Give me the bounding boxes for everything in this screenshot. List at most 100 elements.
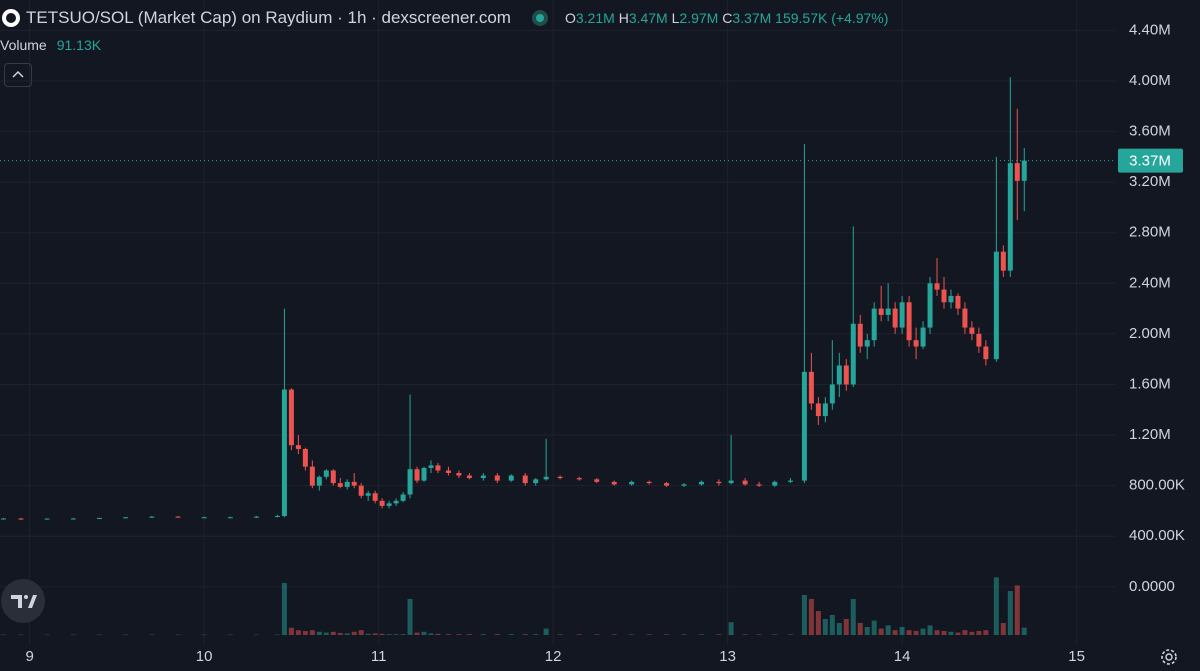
volume-bar bbox=[1014, 585, 1020, 635]
candle-body bbox=[976, 333, 982, 347]
candle-body bbox=[309, 466, 315, 486]
volume-bar bbox=[281, 583, 287, 635]
candle-body bbox=[829, 384, 835, 404]
candle-body bbox=[993, 251, 999, 360]
header: TETSUO/SOL (Market Cap) on Raydium · 1h … bbox=[0, 6, 888, 30]
candle-body bbox=[533, 479, 539, 484]
status-dot bbox=[531, 10, 548, 26]
volume-bar bbox=[428, 633, 434, 635]
volume-bar bbox=[756, 634, 762, 635]
x-tick-label: 11 bbox=[371, 648, 387, 665]
candle-body bbox=[435, 465, 441, 471]
candle-body bbox=[756, 484, 762, 486]
candle-body bbox=[372, 493, 378, 501]
y-tick-label: 400.00K bbox=[1129, 527, 1185, 544]
volume-bar bbox=[864, 627, 870, 635]
tv-logo bbox=[1, 579, 45, 623]
candle-body bbox=[494, 475, 500, 481]
volume-bar bbox=[44, 634, 50, 636]
volume-bar bbox=[543, 628, 549, 635]
candle-body bbox=[815, 403, 821, 417]
y-tick-label: 1.60M bbox=[1129, 375, 1171, 392]
volume-bar bbox=[386, 634, 392, 635]
volume-bar bbox=[175, 634, 181, 636]
volume-bar bbox=[400, 634, 406, 635]
volume-bar bbox=[494, 634, 500, 635]
volume-bar bbox=[857, 623, 863, 635]
candle-body bbox=[664, 483, 670, 486]
volume-bar bbox=[843, 619, 849, 635]
volume-bar bbox=[899, 627, 905, 635]
volume-bar bbox=[254, 634, 260, 636]
volume-bar bbox=[522, 634, 528, 635]
volume-bar bbox=[576, 634, 582, 635]
x-tick-label: 14 bbox=[894, 648, 911, 665]
candle-body bbox=[808, 371, 814, 404]
volume-bar bbox=[829, 615, 835, 635]
y-tick-label: 3.20M bbox=[1129, 173, 1171, 190]
volume-bar bbox=[1007, 591, 1013, 635]
volume-bar bbox=[983, 630, 989, 635]
x-tick-label: 12 bbox=[545, 648, 562, 665]
candle-body bbox=[681, 484, 687, 486]
y-tick-label: 0.0000 bbox=[1129, 578, 1175, 595]
volume bbox=[0, 577, 1027, 636]
settings-icon[interactable] bbox=[1161, 649, 1177, 665]
volume-bar bbox=[976, 631, 982, 635]
candle-body bbox=[358, 485, 364, 496]
candle-body bbox=[1014, 163, 1020, 181]
candle-body bbox=[201, 517, 207, 519]
volume-bar bbox=[96, 634, 102, 636]
candle-body bbox=[0, 518, 6, 520]
price-axis-bg bbox=[1115, 0, 1200, 671]
candle-body bbox=[557, 476, 563, 479]
candle-body bbox=[892, 308, 898, 328]
volume-bar bbox=[435, 633, 441, 635]
candle-body bbox=[787, 480, 793, 482]
volume-bar bbox=[594, 634, 600, 635]
volume-bar bbox=[948, 631, 954, 635]
volume-bar bbox=[822, 619, 828, 635]
candle-body bbox=[742, 480, 748, 485]
collapse-button[interactable] bbox=[4, 63, 32, 87]
candle-body bbox=[175, 516, 181, 518]
candle-body bbox=[871, 308, 877, 341]
candle-body bbox=[393, 500, 399, 504]
candle-body bbox=[698, 481, 704, 485]
ohlc-value: 2.97M bbox=[679, 10, 719, 26]
volume-bar bbox=[70, 634, 76, 636]
volume-bar bbox=[787, 634, 793, 635]
volume-bar bbox=[836, 623, 842, 635]
candle-body bbox=[1007, 163, 1013, 271]
volume-bar bbox=[906, 630, 912, 635]
x-tick-label: 15 bbox=[1068, 648, 1085, 665]
candle-body bbox=[801, 371, 807, 481]
candle-body bbox=[1021, 160, 1027, 181]
candle-body bbox=[351, 481, 357, 486]
candle-body bbox=[836, 365, 842, 385]
ohlc: O3.21M H3.47M L2.97M C3.37M 159.57K (+4.… bbox=[565, 10, 888, 26]
candle-body bbox=[344, 481, 350, 487]
candle-body bbox=[969, 327, 975, 334]
candle-body bbox=[227, 517, 233, 519]
candle-body bbox=[962, 308, 968, 328]
volume-bar bbox=[969, 631, 975, 635]
candle-body bbox=[629, 481, 635, 485]
volume-bar bbox=[878, 628, 884, 635]
x-tick-label: 10 bbox=[196, 648, 213, 665]
axes: 0.0000 400.00K 800.00K 1.20M 1.60M 2.00M 2.40M… bbox=[0, 21, 1185, 665]
volume-bar bbox=[664, 634, 670, 635]
candle-body bbox=[414, 469, 420, 481]
volume-bar bbox=[323, 632, 329, 635]
candle-body bbox=[330, 470, 336, 484]
volume-bar bbox=[466, 634, 472, 635]
volume-bar bbox=[801, 595, 807, 635]
volume-bar bbox=[557, 634, 563, 635]
candle-body bbox=[44, 518, 50, 520]
volume-bar bbox=[815, 611, 821, 635]
candle-body bbox=[466, 475, 472, 479]
candle-body bbox=[400, 494, 406, 501]
volume-bar bbox=[808, 599, 814, 635]
volume-bar bbox=[962, 630, 968, 635]
